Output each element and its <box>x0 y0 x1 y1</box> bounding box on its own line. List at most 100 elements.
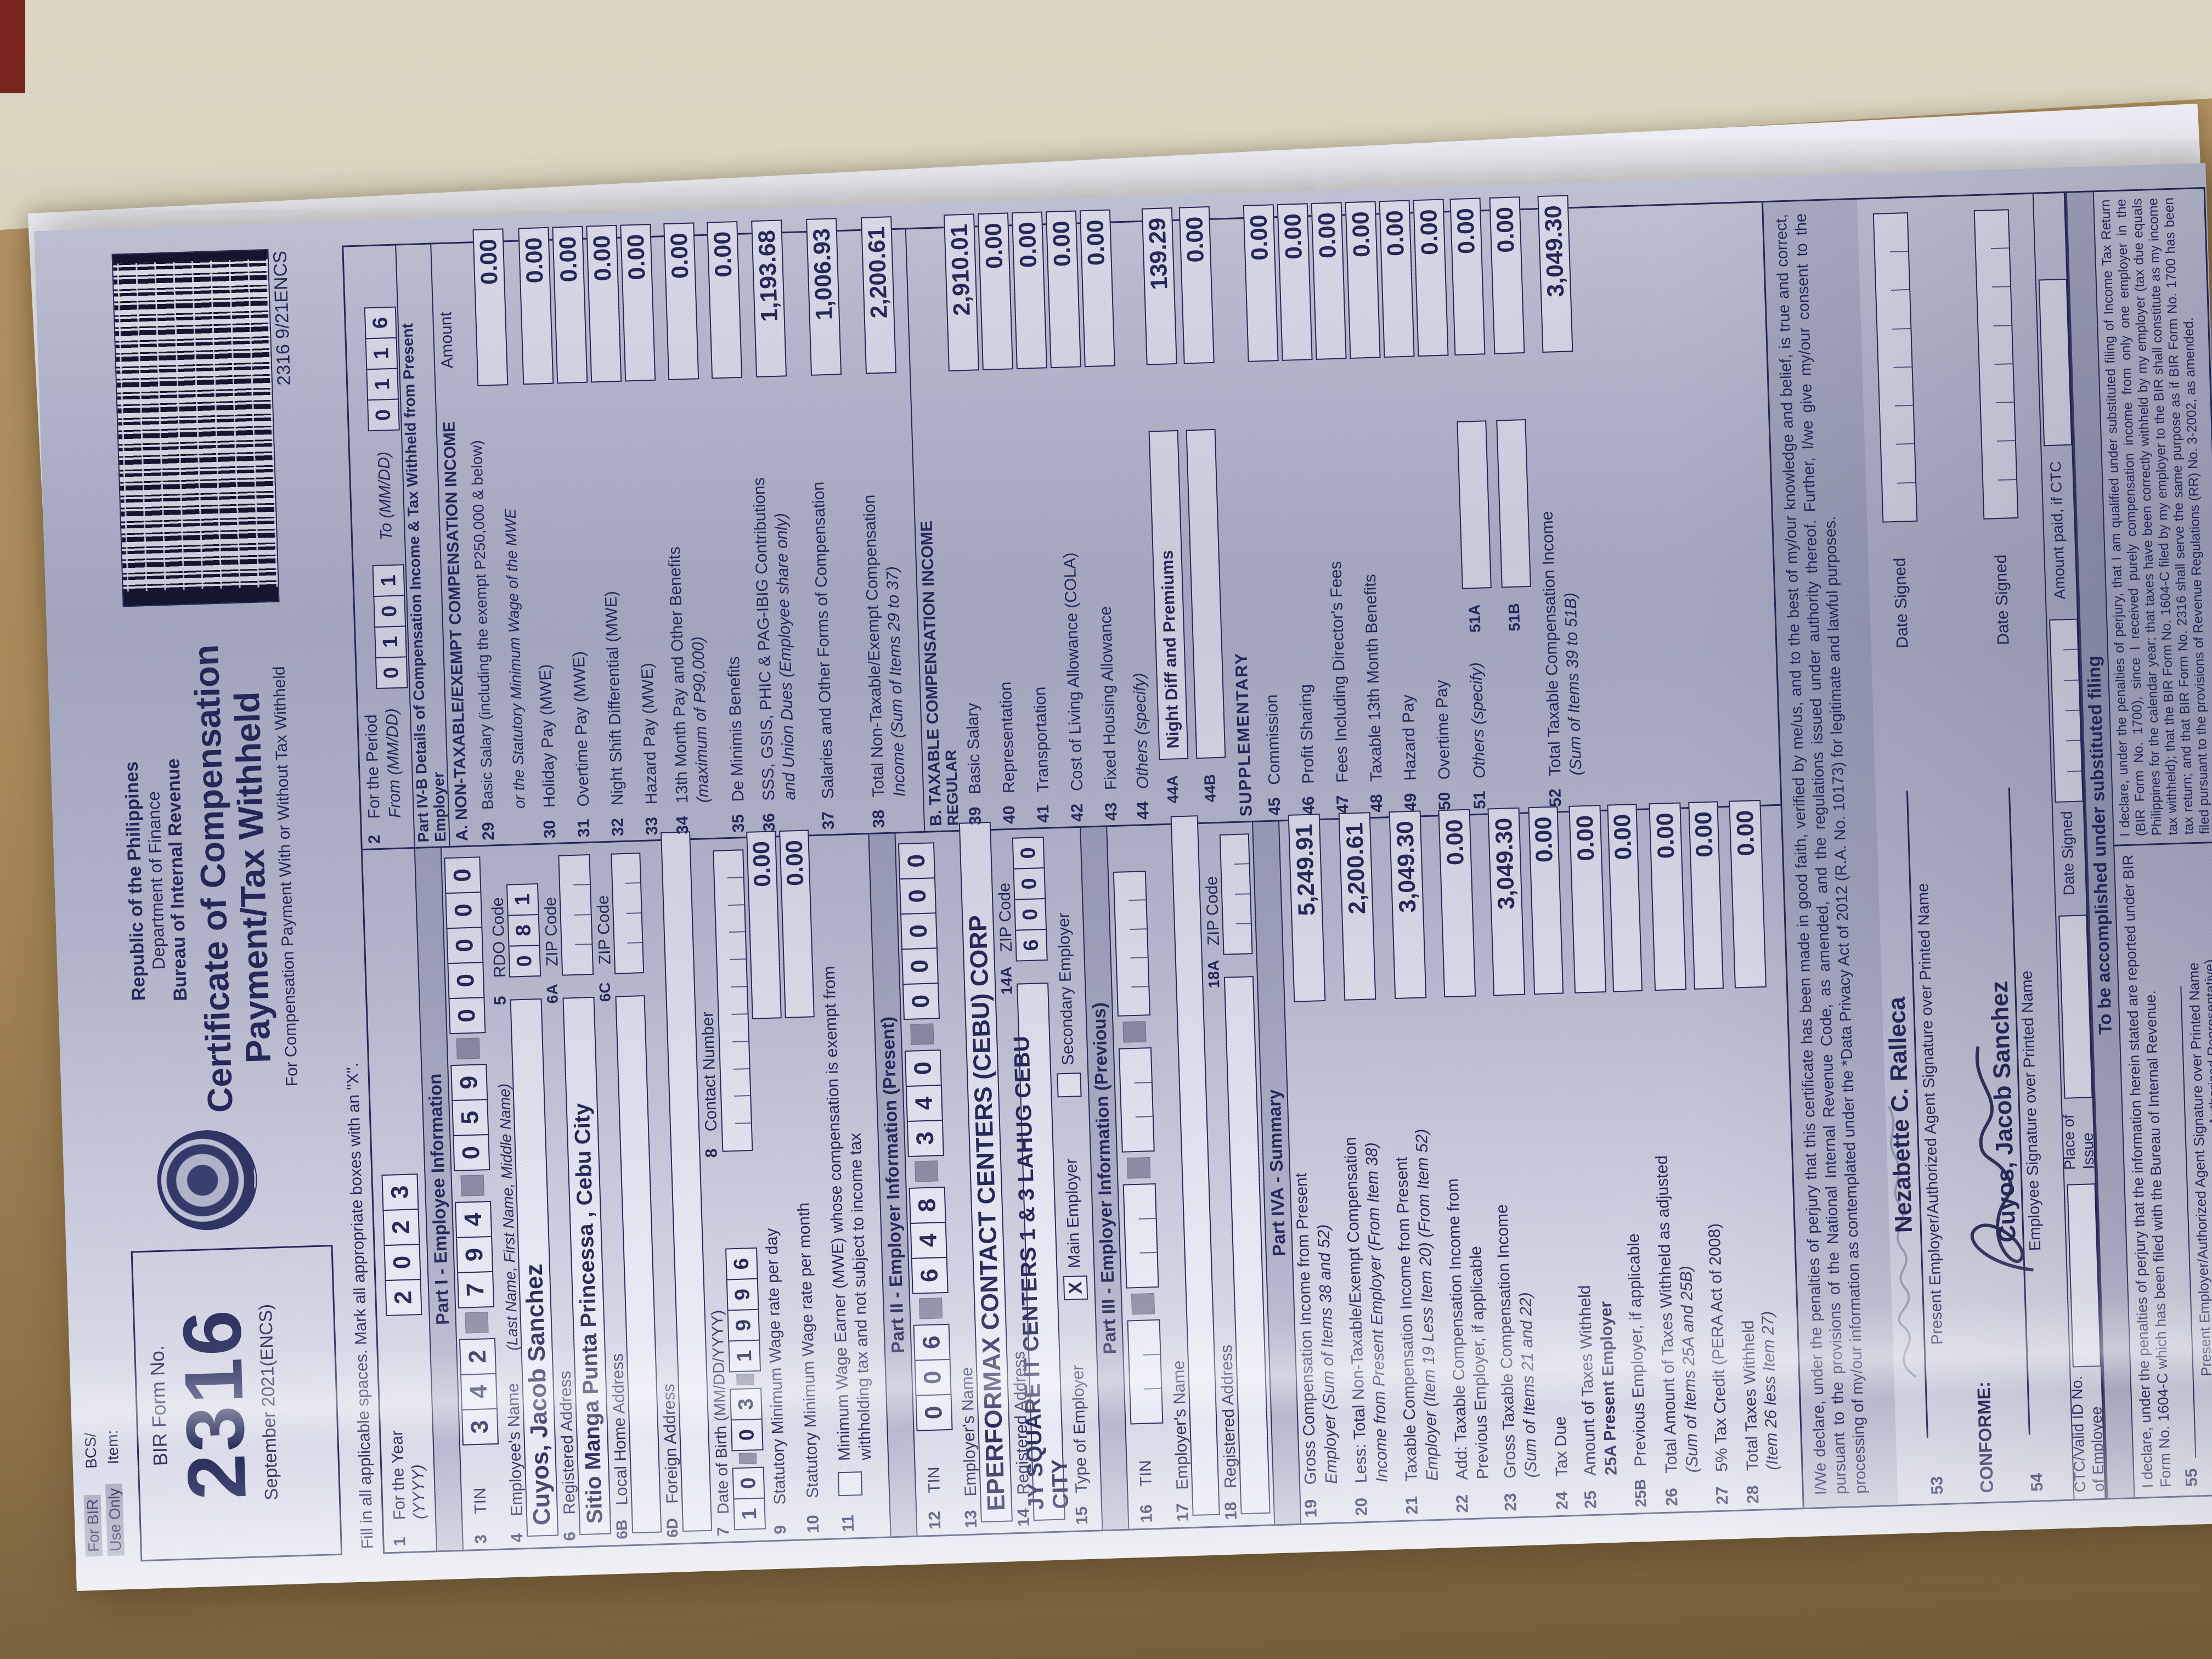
tin-digit: 3 <box>906 1119 944 1158</box>
item10-no: 10 <box>804 1514 823 1534</box>
zip-digit: 0 <box>1013 867 1046 900</box>
date-signed-54-field <box>1973 209 2019 520</box>
item12-no: 12 <box>926 1510 945 1530</box>
item6c-no: 6C <box>596 981 614 1002</box>
item11-no: 11 <box>839 1514 858 1533</box>
item46-value: 0.00 <box>1277 203 1313 361</box>
date-signed-label-54: Date Signed <box>1991 554 2013 646</box>
item-label: Item: <box>103 1430 122 1465</box>
tin-digit: 0 <box>444 856 482 894</box>
date-signed-label-53: Date Signed <box>1891 557 1912 649</box>
zip-code-6a-field <box>558 854 594 976</box>
tin-dash <box>919 1297 943 1319</box>
item19-value: 5,249.91 <box>1288 814 1326 1002</box>
item35-value: 0.00 <box>707 221 743 379</box>
dob-digit: 1 <box>733 1497 766 1531</box>
item40-value: 0.00 <box>977 212 1013 371</box>
tin-digit: 4 <box>460 1373 498 1410</box>
item9-label: Statutory Minimum Wage rate per day <box>762 1228 789 1505</box>
main-employer-checkbox: X <box>1063 1275 1088 1301</box>
bir-form-2316-page: For BIR BCS/ Use Only Item: BIR Form No.… <box>34 162 2212 1591</box>
tin-dash <box>915 1160 939 1182</box>
item23-value: 3,049.30 <box>1487 807 1526 996</box>
item21-value: 3,049.30 <box>1389 810 1427 1000</box>
amount-header: Amount <box>437 311 457 369</box>
item18-no: 18 <box>1221 1501 1240 1521</box>
conforme-label: CONFORME: <box>1973 1381 1997 1494</box>
dob-sep <box>738 1452 757 1464</box>
item3-label: TIN <box>471 1487 490 1515</box>
dob-digit: 0 <box>730 1418 764 1452</box>
item4-no: 4 <box>508 1533 527 1543</box>
for-bir-label: For BIR <box>83 1494 103 1557</box>
item1-label: For the Year <box>388 1430 409 1520</box>
use-only-label: Use Only <box>105 1483 125 1556</box>
item10-label: Statutory Minimum Wage rate per month <box>794 1202 822 1499</box>
item9-value: 0.00 <box>746 831 782 1019</box>
item51a-description-field <box>1457 420 1492 589</box>
pdf417-barcode-icon <box>111 249 280 607</box>
tin-digit: 4 <box>455 1200 493 1238</box>
dob-digit: 1 <box>728 1339 761 1373</box>
year-digit: 0 <box>383 1244 421 1282</box>
rdo-digit: 8 <box>507 913 540 947</box>
item1-no: 1 <box>391 1537 409 1547</box>
tin-digit: 0 <box>898 842 935 880</box>
zip-code-6c-field <box>611 853 645 974</box>
year-digit: 2 <box>385 1279 422 1317</box>
tin-digit: 0 <box>446 927 484 964</box>
tin-dash <box>910 1023 934 1045</box>
tin-digit: 3 <box>461 1408 499 1446</box>
supplementary-title: SUPPLEMENTARY <box>1231 652 1256 817</box>
item51b-description-field <box>1496 419 1531 588</box>
item17-no: 17 <box>1173 1503 1193 1522</box>
red-object-edge <box>0 0 25 93</box>
item25a-value: 0.00 <box>1568 805 1607 994</box>
tin-digit: 6 <box>913 1323 951 1361</box>
item8-no: 8 <box>702 1148 721 1158</box>
tin-digit: 7 <box>457 1271 495 1308</box>
item2-no: 2 <box>365 834 384 844</box>
form-header: Republic of the Philippines Department o… <box>117 624 303 1133</box>
item53-no: 53 <box>1928 1476 1947 1495</box>
item55-no: 55 <box>2182 1468 2201 1487</box>
item29-value: 0.00 <box>472 228 509 386</box>
zip-digit: 6 <box>1014 928 1048 962</box>
employee-substituted-declaration: I declare, under the penalties of perjur… <box>2098 197 2212 837</box>
substituted-right: I declare, under the penalties of perjur… <box>2093 189 2212 845</box>
tin-digit: 8 <box>909 1186 946 1224</box>
item54-no: 54 <box>2028 1472 2047 1492</box>
amount-paid-label: Amount paid, if CTC <box>2047 461 2069 600</box>
form-number-box: BIR Form No. 2316 September 2021(ENCS) <box>131 1245 343 1562</box>
item16-label: TIN <box>1136 1459 1155 1487</box>
dob-digit: 9 <box>727 1308 760 1342</box>
rdo-digit: 0 <box>508 944 541 978</box>
tin-dash <box>1131 1293 1155 1315</box>
item27-value: 0.00 <box>1688 801 1724 990</box>
tin-digit: 0 <box>453 1133 490 1172</box>
main-employer-label: Main Employer <box>1062 1158 1084 1269</box>
tin-dash <box>1122 1021 1147 1043</box>
item47-value: 0.00 <box>1311 202 1347 360</box>
dob-digit: 0 <box>732 1466 765 1500</box>
item15-no: 15 <box>1073 1506 1092 1525</box>
tin-digit: 0 <box>901 947 939 985</box>
item39-value: 2,910.01 <box>943 213 979 371</box>
item12-label: TIN <box>924 1466 944 1494</box>
zip-digit: 0 <box>1014 898 1047 931</box>
bcs-label: BCS/ <box>81 1432 100 1469</box>
tin-digit: 0 <box>899 877 936 915</box>
item16-no: 16 <box>1137 1504 1156 1523</box>
item44a-value: 139.29 <box>1141 207 1177 365</box>
dob-digit: 3 <box>730 1387 763 1421</box>
tin-dash <box>460 1175 484 1197</box>
item10-value: 0.00 <box>779 830 815 1018</box>
ctc-date-signed-label: Date Signed <box>2058 810 2078 896</box>
item32-value: 0.00 <box>586 224 622 383</box>
tin-digit: 4 <box>905 1085 943 1122</box>
employee-signatory: Cuyos, Jacob Sanchez Employee Signature … <box>1980 787 2051 1435</box>
